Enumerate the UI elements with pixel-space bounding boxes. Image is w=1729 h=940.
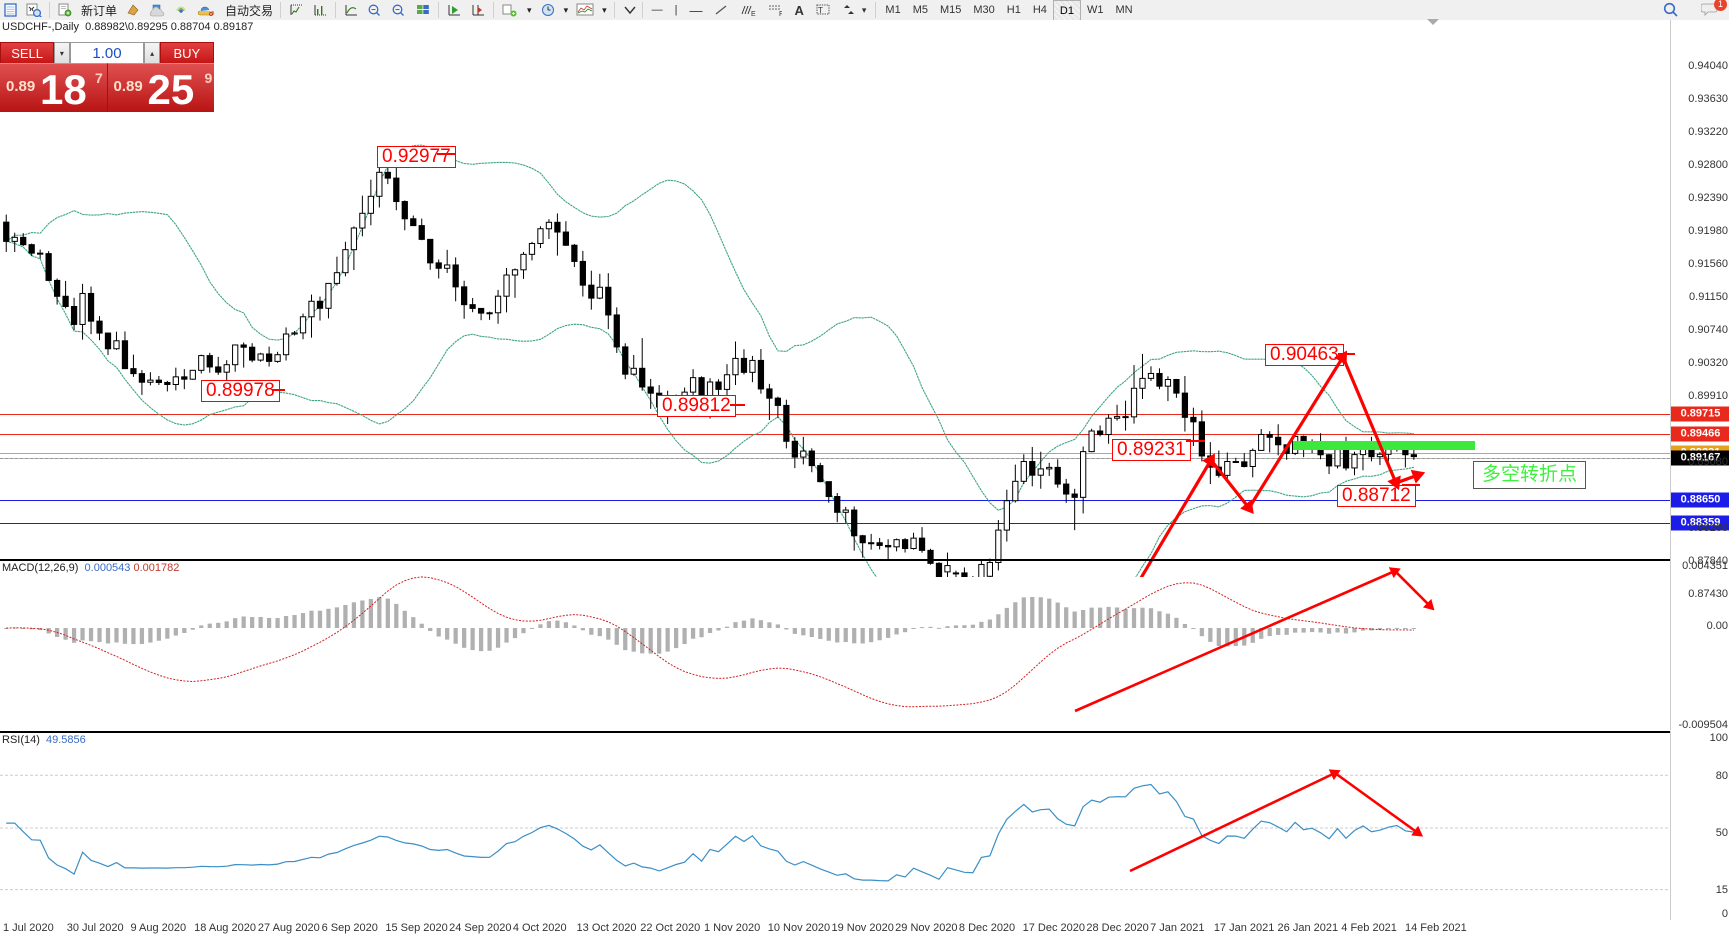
svg-text:E: E bbox=[751, 11, 756, 16]
svg-text:F: F bbox=[779, 11, 782, 16]
svg-text:T: T bbox=[818, 6, 823, 15]
